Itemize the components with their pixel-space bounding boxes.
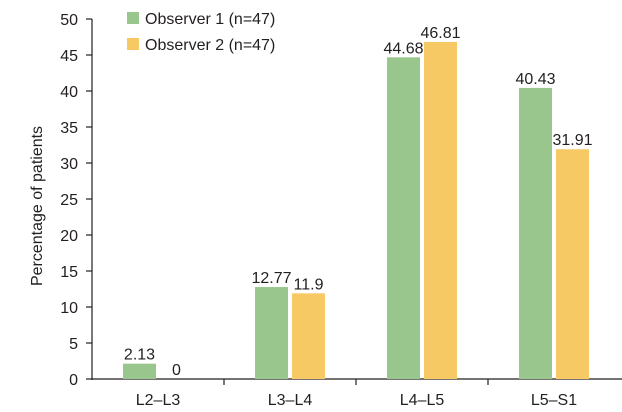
bar-2-3 [424,41,457,380]
data-label: 0 [172,362,181,379]
y-tick-label: 50 [60,12,78,29]
legend-label: Observer 1 (n=47) [145,11,275,28]
legend-label: Observer 2 (n=47) [145,37,275,54]
y-tick-label: 25 [60,192,78,209]
bar-1-2 [255,287,288,379]
data-label: 44.68 [383,40,423,57]
y-tick-label: 5 [69,336,78,353]
data-label: 11.9 [294,276,324,293]
x-tick-label: L2–L3 [136,392,181,409]
y-axis-title: Percentage of patients [29,126,46,286]
y-tick-label: 30 [60,156,78,173]
y-tick-label: 40 [60,84,78,101]
legend-swatch [127,38,139,50]
y-tick-label: 35 [60,120,78,137]
bar-2-2 [292,293,325,379]
x-tick-label: L3–L4 [268,392,313,409]
data-label: 2.13 [124,347,155,364]
bar-1-3 [387,57,420,379]
y-tick-label: 15 [60,264,78,281]
legend-swatch [127,12,139,24]
y-tick-label: 20 [60,228,78,245]
bar-2-4 [556,149,589,379]
data-label: 12.77 [251,270,291,287]
x-tick-label: L5–S1 [531,392,577,409]
bar-1-1 [123,363,156,379]
bar-1-4 [519,87,552,380]
plot-area: 0 5 10 15 20 25 30 35 40 45 50 2.13 0 L2–L3 12.77 11.9 L… [60,12,622,409]
y-tick-label: 10 [60,300,78,317]
data-label: 31.91 [552,132,592,149]
y-tick-label: 0 [69,372,78,389]
x-tick-label: L4–L5 [400,392,445,409]
y-tick-label: 45 [60,48,78,65]
data-label: 46.81 [420,25,460,42]
data-label: 40.43 [515,71,555,88]
legend: Observer 1 (n=47) Observer 2 (n=47) [127,11,275,54]
